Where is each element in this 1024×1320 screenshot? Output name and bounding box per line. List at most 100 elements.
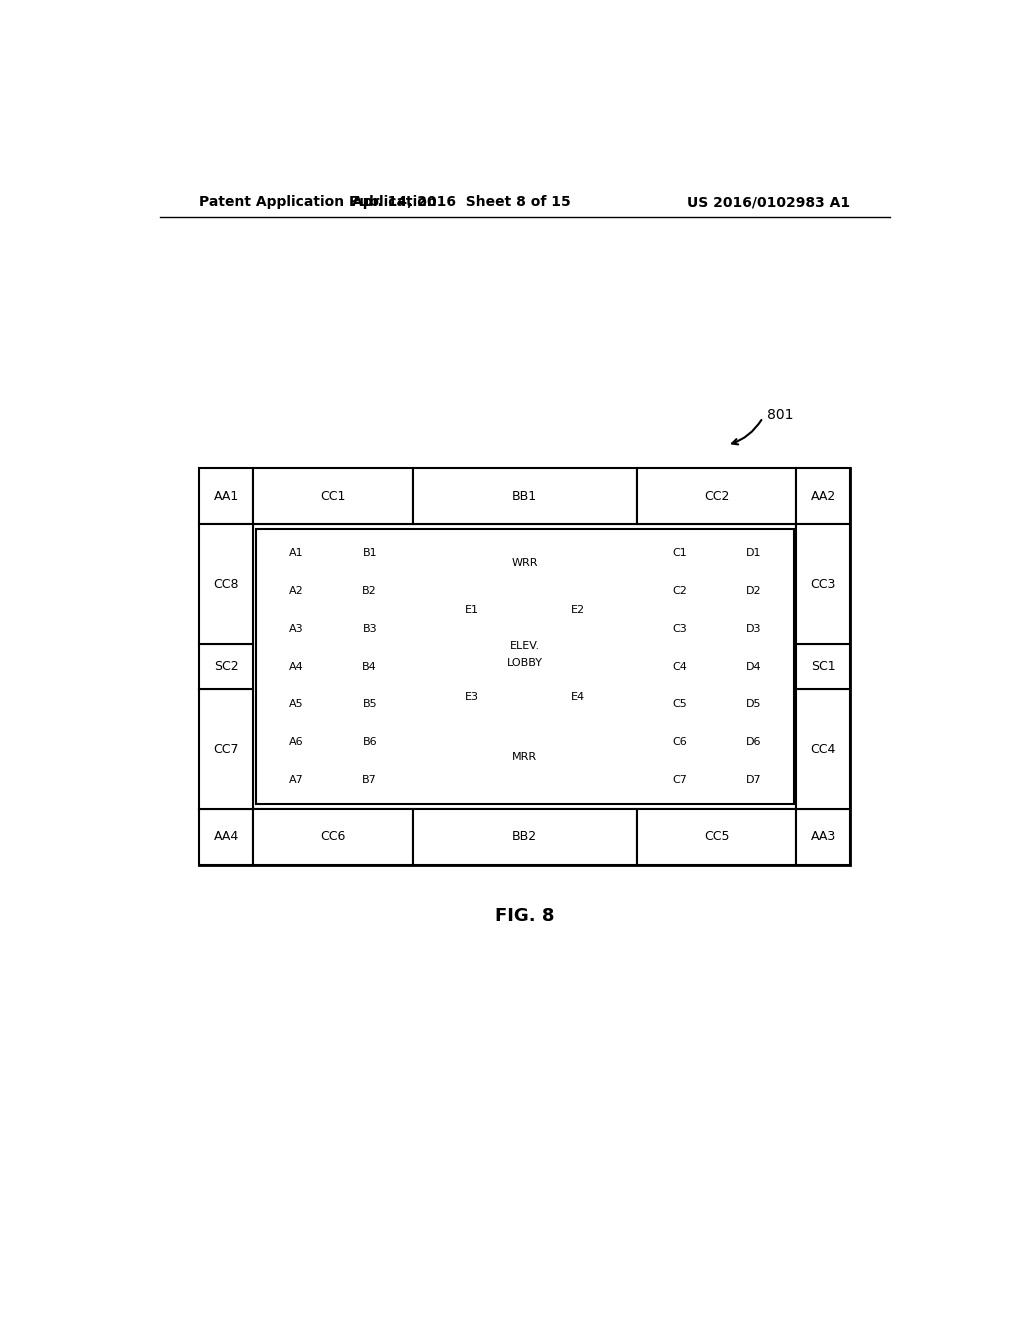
Bar xyxy=(413,809,637,865)
Text: AA4: AA4 xyxy=(214,830,239,843)
Text: WRR: WRR xyxy=(512,558,538,568)
Text: CC8: CC8 xyxy=(214,578,240,590)
Text: D4: D4 xyxy=(745,661,761,672)
Text: MRR: MRR xyxy=(512,752,538,762)
Bar xyxy=(524,678,631,715)
Bar xyxy=(717,685,790,723)
Text: CC3: CC3 xyxy=(811,578,836,590)
Text: C3: C3 xyxy=(673,624,687,634)
Bar xyxy=(333,535,407,573)
Bar xyxy=(253,469,413,524)
Bar xyxy=(524,591,631,628)
Text: C2: C2 xyxy=(673,586,687,597)
Text: BB1: BB1 xyxy=(512,490,538,503)
Bar xyxy=(253,524,797,809)
Bar xyxy=(643,723,717,762)
Text: D5: D5 xyxy=(745,700,761,709)
Bar xyxy=(333,685,407,723)
Text: A2: A2 xyxy=(289,586,304,597)
Text: E1: E1 xyxy=(465,605,479,615)
Bar xyxy=(419,715,631,799)
Bar xyxy=(717,723,790,762)
Text: CC6: CC6 xyxy=(321,830,346,843)
Text: LOBBY: LOBBY xyxy=(507,659,543,668)
Bar xyxy=(333,723,407,762)
Text: SC2: SC2 xyxy=(214,660,239,673)
Text: A7: A7 xyxy=(289,775,304,785)
Bar xyxy=(260,535,333,573)
Bar xyxy=(200,524,253,644)
Bar xyxy=(200,469,253,524)
Bar xyxy=(260,685,333,723)
Bar xyxy=(643,610,717,648)
Text: C7: C7 xyxy=(673,775,687,785)
Text: D3: D3 xyxy=(745,624,761,634)
Bar xyxy=(717,535,790,573)
Bar xyxy=(200,469,850,865)
Text: A5: A5 xyxy=(289,700,304,709)
Bar xyxy=(333,762,407,799)
Bar xyxy=(256,529,794,804)
Bar xyxy=(419,628,631,678)
Text: E3: E3 xyxy=(465,692,479,702)
Bar xyxy=(643,573,717,610)
Bar xyxy=(333,573,407,610)
Text: B5: B5 xyxy=(362,700,377,709)
Text: D6: D6 xyxy=(745,737,761,747)
Text: A4: A4 xyxy=(289,661,304,672)
Text: Apr. 14, 2016  Sheet 8 of 15: Apr. 14, 2016 Sheet 8 of 15 xyxy=(352,195,570,209)
Text: ELEV.: ELEV. xyxy=(510,642,540,651)
Bar xyxy=(413,469,637,524)
Bar xyxy=(643,762,717,799)
Bar xyxy=(797,644,850,689)
Bar xyxy=(643,685,717,723)
Bar xyxy=(717,648,790,685)
Bar xyxy=(643,535,717,573)
Text: D1: D1 xyxy=(745,548,761,558)
Text: SC1: SC1 xyxy=(811,660,836,673)
Bar xyxy=(637,809,797,865)
Bar xyxy=(253,809,413,865)
Text: AA3: AA3 xyxy=(811,830,836,843)
Bar xyxy=(260,723,333,762)
Bar xyxy=(419,535,631,591)
Bar xyxy=(419,678,524,715)
Text: E2: E2 xyxy=(570,605,585,615)
Text: CC5: CC5 xyxy=(703,830,729,843)
Bar xyxy=(717,762,790,799)
Text: C1: C1 xyxy=(673,548,687,558)
Bar xyxy=(260,648,333,685)
Bar xyxy=(643,648,717,685)
Text: AA1: AA1 xyxy=(214,490,239,503)
Bar xyxy=(260,762,333,799)
Bar xyxy=(260,610,333,648)
Text: Patent Application Publication: Patent Application Publication xyxy=(200,195,437,209)
Text: B3: B3 xyxy=(362,624,377,634)
Text: CC2: CC2 xyxy=(703,490,729,503)
Text: B2: B2 xyxy=(362,586,377,597)
Text: A3: A3 xyxy=(289,624,304,634)
Bar xyxy=(797,524,850,644)
Text: FIG. 8: FIG. 8 xyxy=(495,907,555,924)
Text: CC7: CC7 xyxy=(214,743,240,755)
Text: C4: C4 xyxy=(673,661,687,672)
Bar xyxy=(419,591,524,628)
Bar xyxy=(260,573,333,610)
Bar xyxy=(797,469,850,524)
Bar xyxy=(797,689,850,809)
Text: 801: 801 xyxy=(767,408,794,421)
Text: CC4: CC4 xyxy=(811,743,836,755)
Text: A6: A6 xyxy=(289,737,304,747)
Bar xyxy=(333,648,407,685)
Bar xyxy=(717,573,790,610)
Text: A1: A1 xyxy=(289,548,304,558)
Bar xyxy=(637,469,797,524)
Bar xyxy=(333,610,407,648)
Text: CC1: CC1 xyxy=(321,490,346,503)
Text: B4: B4 xyxy=(362,661,377,672)
Bar xyxy=(717,610,790,648)
Bar xyxy=(200,809,253,865)
Text: BB2: BB2 xyxy=(512,830,538,843)
Text: US 2016/0102983 A1: US 2016/0102983 A1 xyxy=(687,195,850,209)
Bar xyxy=(797,809,850,865)
